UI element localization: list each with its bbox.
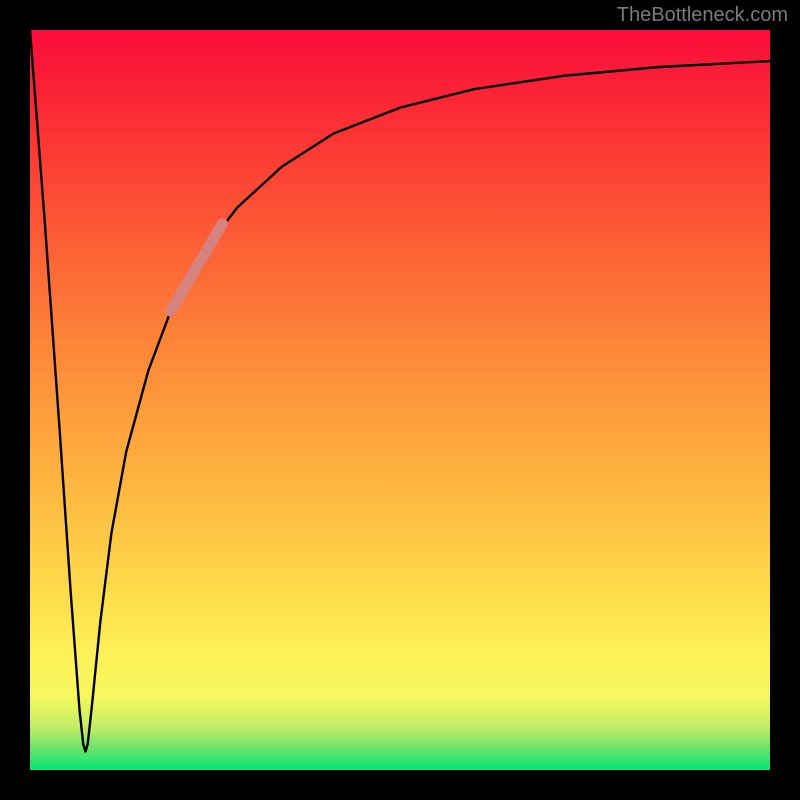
curve-layer [30,30,770,770]
plot-area [30,30,770,770]
highlight-segment [171,224,223,311]
chart-container: TheBottleneck.com [0,0,800,800]
watermark-text: TheBottleneck.com [617,4,788,27]
main-curve [30,30,770,752]
